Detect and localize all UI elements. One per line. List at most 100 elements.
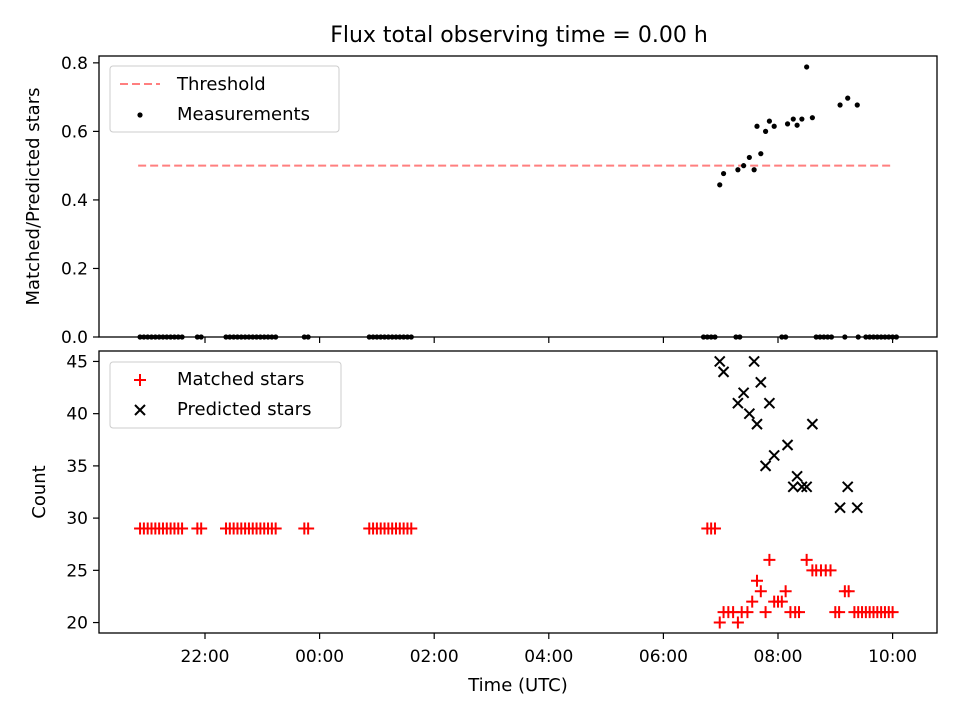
predicted-stars-legend-swatch [134,404,146,416]
matched-star-point [269,522,282,535]
x-tick-label: 08:00 [754,647,803,667]
y-tick-label: 20 [66,614,88,634]
matched-star-point [763,553,776,566]
bottom-y-axis-label: Count [29,465,50,518]
measurement-point [720,170,727,177]
top-x-ticks [204,337,894,343]
bottom-panel: 20 25 30 35 40 45 22:00 00:00 02:00 04:00 06:00 08… [29,350,938,696]
matched-star-point [779,585,792,598]
chart-title: Flux total observing time = 0.00 h [330,23,708,48]
y-tick-label: 35 [66,457,88,477]
matched-stars-legend-swatch [134,374,146,386]
y-tick-label: 30 [66,509,88,529]
measurement-point [746,154,752,161]
matched-star-point [754,585,767,598]
predicted-star-point [851,501,863,514]
matched-star-point [800,553,813,566]
matched-star-point [713,616,726,629]
measurement-point [741,163,747,169]
predicted-star-point [751,418,763,430]
predicted-star-point [759,460,772,472]
bottom-plot-area [134,355,899,629]
measurement-point [837,102,843,108]
bottom-y-ticks: 20 25 30 35 40 45 [66,352,99,634]
predicted-star-point [743,407,756,420]
measurement-point [766,118,773,124]
matched-star-point [759,606,772,619]
measurement-point [799,116,805,122]
top-legend: Threshold Measurements [109,65,340,133]
y-tick-label: 25 [66,561,88,581]
x-axis-label: Time (UTC) [467,675,568,696]
x-tick-label: 02:00 [410,647,459,667]
top-y-ticks: 0.0 0.2 0.4 0.6 0.8 [61,54,99,348]
matched-stars-legend-label: Matched stars [177,369,304,390]
predicted-star-point [834,501,846,514]
y-tick-label: 40 [66,405,88,425]
measurement-point [751,167,757,173]
measurement-point [804,64,810,70]
predicted-star-point [763,397,776,409]
measurement-point [790,116,796,122]
measurements-legend-swatch [137,112,143,118]
measurement-point [771,123,777,129]
y-tick-label: 0.8 [61,54,88,74]
predicted-star-point [781,439,794,451]
matched-star-point [750,574,763,587]
matched-star-point [775,595,788,608]
predicted-star-point [796,481,808,493]
x-tick-label: 00:00 [295,647,344,667]
matched-star-point [886,606,899,619]
predicted-star-point [714,355,726,368]
x-tick-label: 06:00 [639,647,688,667]
matched-star-point [302,522,315,535]
measurement-point [854,102,860,108]
matched-star-point [176,522,189,535]
measurements-legend-label: Measurements [177,104,310,125]
bottom-legend-frame [109,361,342,429]
y-tick-label: 0.2 [61,259,88,279]
predicted-star-point [768,449,780,462]
measurement-point [845,95,851,101]
matched-star-point [793,606,806,619]
measurement-point [784,121,791,127]
measurement-point [754,123,760,129]
predicted-star-point [806,418,819,430]
matched-star-point [405,522,418,535]
predicted-star-point [737,387,750,399]
matched-star-point [833,606,846,619]
predicted-star-point [800,481,813,493]
measurement-point [762,128,769,134]
y-tick-label: 45 [66,352,88,372]
matched-star-point [824,564,837,577]
predicted-star-point [748,355,760,368]
top-legend-frame [109,65,340,133]
matched-star-point [741,606,754,619]
bottom-axes-frame [98,350,938,634]
bottom-legend: Matched stars Predicted stars [109,361,342,429]
bottom-x-ticks: 22:00 00:00 02:00 04:00 06:00 08:00 10:00 [181,633,917,667]
y-tick-label: 0.0 [61,328,88,348]
predicted-star-point [791,470,803,483]
x-tick-label: 10:00 [868,647,917,667]
matched-star-point [195,522,208,535]
predicted-stars-legend-label: Predicted stars [177,399,311,420]
measurement-point [758,151,764,157]
matched-star-point [708,522,721,535]
x-tick-label: 22:00 [181,647,230,667]
measurement-point [735,167,741,173]
y-tick-label: 0.4 [61,191,88,211]
predicted-star-point [842,481,854,493]
top-axes-frame [98,55,938,338]
predicted-star-point [717,366,730,378]
predicted-star-point [787,481,799,493]
threshold-legend-label: Threshold [176,74,266,95]
top-y-axis-label: Matched/Predicted stars [23,88,44,306]
predicted-star-point [755,376,767,389]
matched-star-point [842,585,855,598]
matched-star-point [746,595,759,608]
x-tick-label: 04:00 [524,647,573,667]
predicted-star-point [732,397,744,409]
measurement-point [794,122,800,128]
